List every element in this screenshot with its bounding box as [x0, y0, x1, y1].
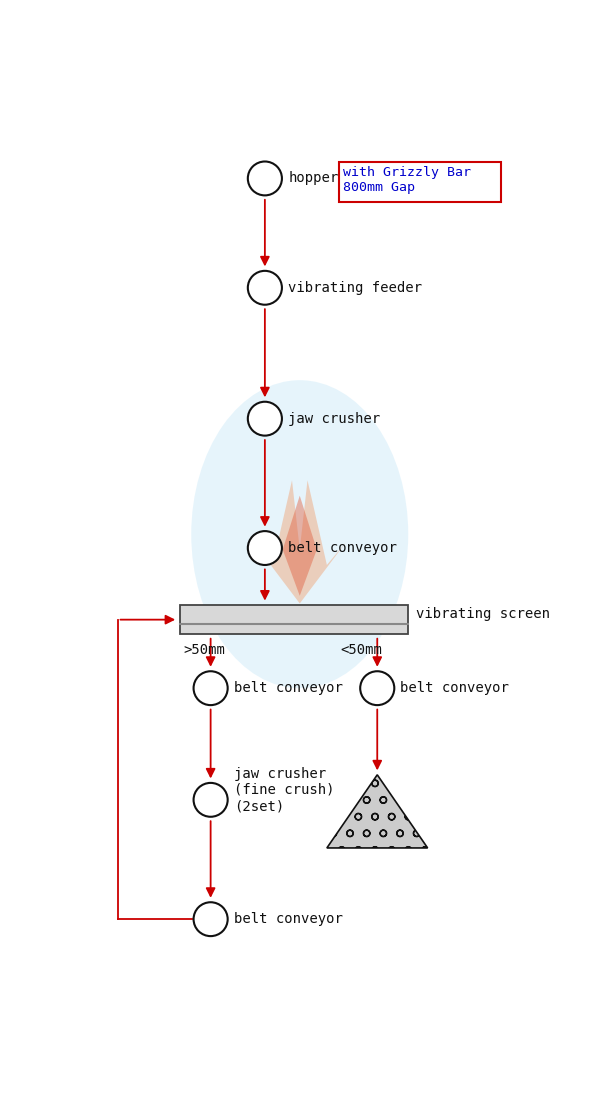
Text: belt conveyor: belt conveyor [234, 681, 343, 695]
Ellipse shape [248, 402, 282, 435]
Text: >50mm: >50mm [184, 642, 226, 657]
Ellipse shape [191, 380, 408, 688]
Text: jaw crusher
(fine crush)
(2set): jaw crusher (fine crush) (2set) [234, 767, 334, 813]
Text: vibrating screen: vibrating screen [416, 607, 550, 622]
Text: belt conveyor: belt conveyor [234, 912, 343, 926]
Ellipse shape [248, 271, 282, 305]
Ellipse shape [194, 782, 227, 817]
Text: jaw crusher: jaw crusher [288, 412, 380, 425]
Text: belt conveyor: belt conveyor [401, 681, 509, 695]
Bar [179, 605, 408, 635]
Ellipse shape [360, 671, 394, 705]
Text: with Grizzly Bar
800mm Gap: with Grizzly Bar 800mm Gap [343, 166, 471, 194]
Ellipse shape [194, 671, 227, 705]
Polygon shape [283, 496, 317, 596]
Text: hopper: hopper [288, 172, 338, 185]
Polygon shape [253, 480, 346, 604]
Text: vibrating feeder: vibrating feeder [288, 281, 422, 294]
Ellipse shape [248, 531, 282, 565]
Ellipse shape [194, 903, 227, 936]
Ellipse shape [248, 162, 282, 195]
Polygon shape [327, 775, 428, 847]
Text: <50mm: <50mm [340, 642, 382, 657]
Text: belt conveyor: belt conveyor [288, 541, 397, 555]
Bar [338, 162, 501, 202]
